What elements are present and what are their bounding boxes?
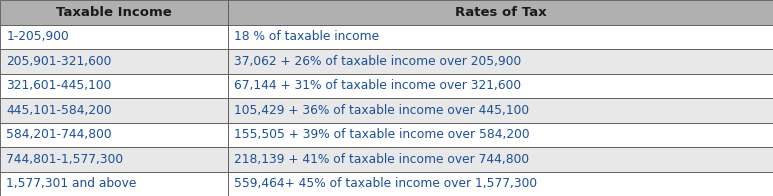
Text: 744,801-1,577,300: 744,801-1,577,300 bbox=[6, 153, 124, 166]
Bar bbox=[228, 147, 773, 172]
Text: Taxable Income: Taxable Income bbox=[56, 6, 172, 19]
Bar bbox=[0, 122, 228, 147]
Bar bbox=[228, 172, 773, 196]
Text: 18 % of taxable income: 18 % of taxable income bbox=[234, 30, 380, 43]
Bar bbox=[0, 24, 228, 49]
Text: 321,601-445,100: 321,601-445,100 bbox=[6, 79, 111, 92]
Bar bbox=[0, 49, 228, 74]
Text: 218,139 + 41% of taxable income over 744,800: 218,139 + 41% of taxable income over 744… bbox=[234, 153, 530, 166]
Text: 105,429 + 36% of taxable income over 445,100: 105,429 + 36% of taxable income over 445… bbox=[234, 104, 530, 117]
Text: 445,101-584,200: 445,101-584,200 bbox=[6, 104, 112, 117]
Bar bbox=[0, 0, 228, 24]
Bar bbox=[228, 122, 773, 147]
Bar bbox=[228, 24, 773, 49]
Bar bbox=[0, 172, 228, 196]
Text: 67,144 + 31% of taxable income over 321,600: 67,144 + 31% of taxable income over 321,… bbox=[234, 79, 521, 92]
Bar bbox=[0, 74, 228, 98]
Text: 584,201-744,800: 584,201-744,800 bbox=[6, 128, 112, 141]
Text: 37,062 + 26% of taxable income over 205,900: 37,062 + 26% of taxable income over 205,… bbox=[234, 55, 522, 68]
Text: 155,505 + 39% of taxable income over 584,200: 155,505 + 39% of taxable income over 584… bbox=[234, 128, 530, 141]
Text: 559,464+ 45% of taxable income over 1,577,300: 559,464+ 45% of taxable income over 1,57… bbox=[234, 177, 537, 190]
Text: 1,577,301 and above: 1,577,301 and above bbox=[6, 177, 137, 190]
Bar bbox=[0, 98, 228, 122]
Bar bbox=[0, 147, 228, 172]
Bar bbox=[228, 74, 773, 98]
Bar bbox=[228, 0, 773, 24]
Text: 1-205,900: 1-205,900 bbox=[6, 30, 69, 43]
Text: Rates of Tax: Rates of Tax bbox=[455, 6, 547, 19]
Bar bbox=[228, 49, 773, 74]
Text: 205,901-321,600: 205,901-321,600 bbox=[6, 55, 111, 68]
Bar bbox=[228, 98, 773, 122]
